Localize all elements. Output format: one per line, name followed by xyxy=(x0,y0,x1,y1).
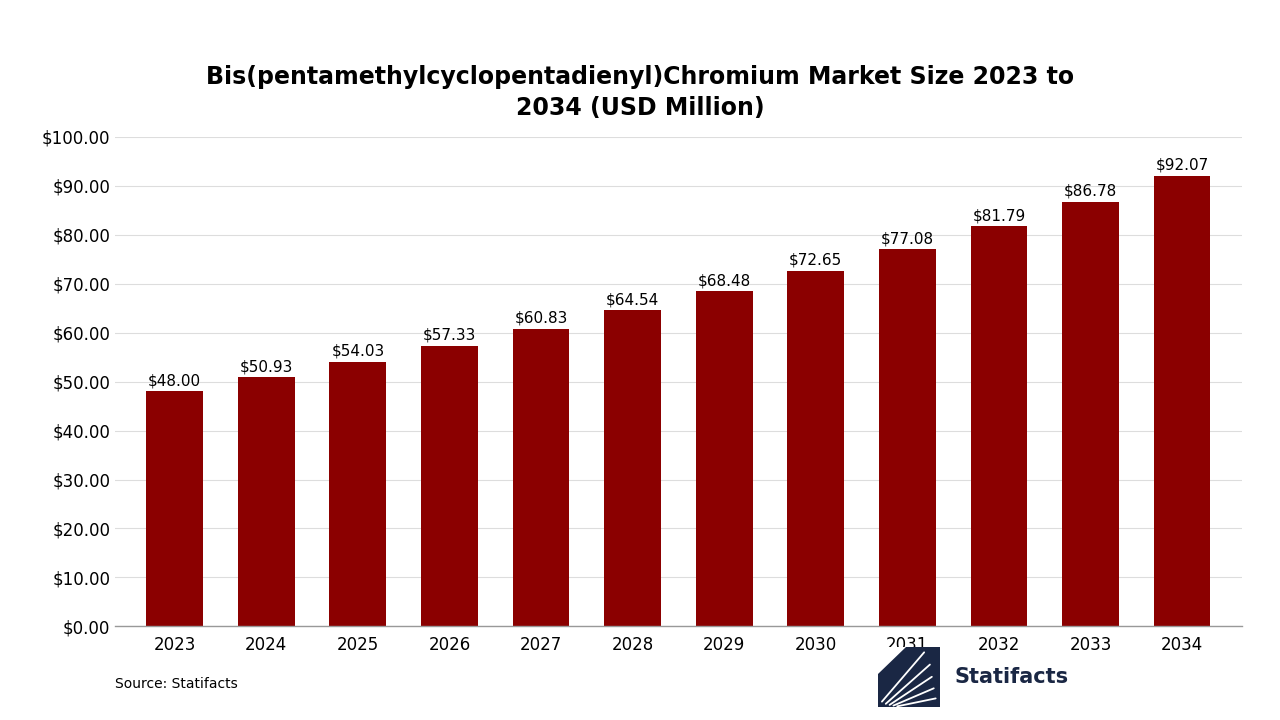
Text: $81.79: $81.79 xyxy=(973,208,1025,223)
Polygon shape xyxy=(878,647,906,674)
Bar xyxy=(329,362,387,626)
Text: $54.03: $54.03 xyxy=(332,344,384,359)
Bar xyxy=(513,328,570,626)
Bar xyxy=(1062,202,1119,626)
Text: $48.00: $48.00 xyxy=(148,374,201,389)
Bar xyxy=(604,310,660,626)
Text: $86.78: $86.78 xyxy=(1064,184,1117,199)
Bar xyxy=(970,226,1028,626)
Bar xyxy=(787,271,844,626)
Bar xyxy=(146,392,204,626)
Bar xyxy=(238,377,294,626)
Text: $57.33: $57.33 xyxy=(422,328,476,343)
Text: $77.08: $77.08 xyxy=(881,231,934,246)
Text: Source: Statifacts: Source: Statifacts xyxy=(115,678,238,691)
Text: $64.54: $64.54 xyxy=(605,292,659,307)
Text: Statifacts: Statifacts xyxy=(955,667,1069,687)
Bar xyxy=(1153,176,1211,626)
Bar xyxy=(696,291,753,626)
Bar xyxy=(879,249,936,626)
Bar xyxy=(421,346,477,626)
Bar xyxy=(878,647,940,707)
Text: $92.07: $92.07 xyxy=(1156,158,1208,173)
Text: $72.65: $72.65 xyxy=(790,253,842,268)
Text: $50.93: $50.93 xyxy=(239,359,293,374)
Text: $68.48: $68.48 xyxy=(698,273,751,288)
Text: Bis(pentamethylcyclopentadienyl)Chromium Market Size 2023 to
2034 (USD Million): Bis(pentamethylcyclopentadienyl)Chromium… xyxy=(206,65,1074,120)
Text: $60.83: $60.83 xyxy=(515,310,568,325)
